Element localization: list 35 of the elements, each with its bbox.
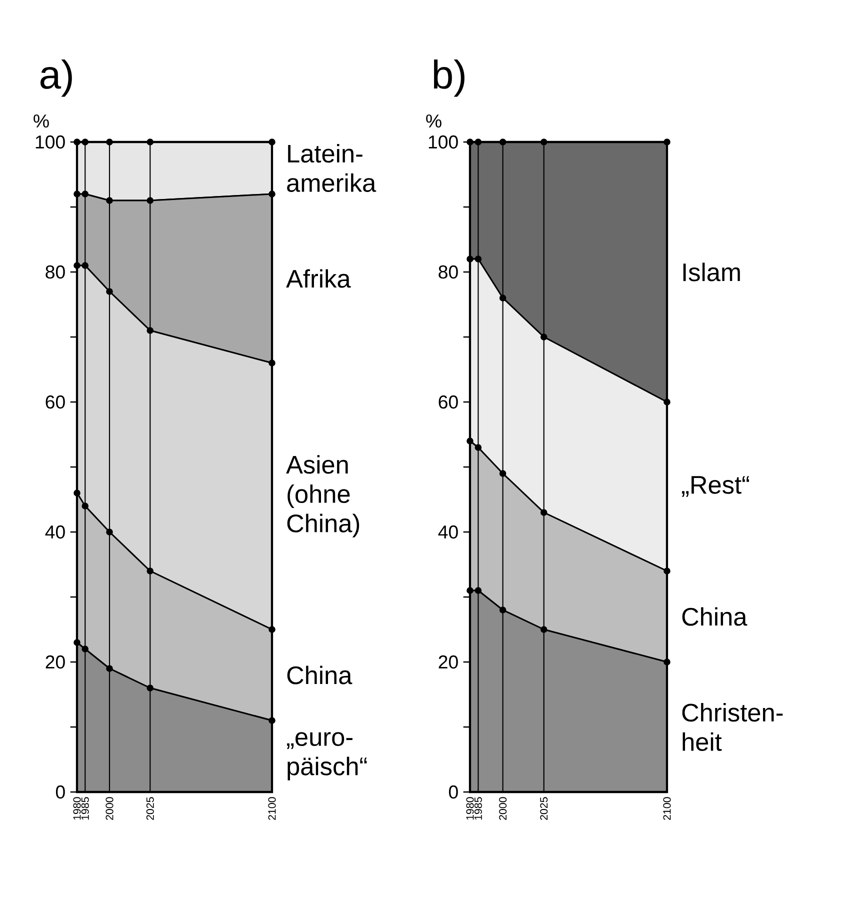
- y-tick-label: 80: [438, 265, 458, 279]
- y-tick-label: 20: [46, 655, 65, 669]
- x-tick-label: 2100: [268, 797, 276, 820]
- series-label: China: [682, 607, 748, 626]
- y-tick-label: 20: [438, 655, 458, 669]
- x-tick-label: 2000: [106, 797, 114, 820]
- series-label: Islam: [683, 262, 740, 282]
- series-label: Afrika: [286, 269, 351, 288]
- y-tick-label: 0: [448, 785, 458, 799]
- series-label: China: [287, 666, 352, 684]
- chart-title: a): [40, 60, 72, 97]
- y-axis-title: %: [426, 114, 442, 128]
- chart-title: b): [434, 60, 464, 97]
- series-label: „Rest“: [682, 476, 750, 497]
- y-tick-label: 100: [36, 135, 65, 149]
- x-tick-label: 1985: [81, 797, 89, 820]
- x-tick-label: 2100: [663, 797, 671, 820]
- series-label: Latein-amerika: [287, 144, 376, 192]
- y-tick-label: 60: [46, 395, 65, 409]
- x-tick-label: 1980: [466, 797, 474, 820]
- y-axis-title: %: [34, 114, 49, 128]
- y-tick-label: 100: [428, 135, 458, 149]
- series-label: Christen-heit: [682, 703, 783, 751]
- x-tick-label: 1985: [474, 797, 482, 820]
- y-tick-label: 40: [45, 525, 65, 539]
- x-tick-label: 2000: [499, 797, 507, 820]
- y-tick-label: 60: [438, 395, 458, 409]
- x-tick-label: 1980: [73, 797, 81, 820]
- y-tick-label: 40: [438, 525, 458, 539]
- x-tick-label: 2025: [146, 797, 154, 820]
- y-tick-label: 80: [46, 265, 65, 279]
- y-tick-label: 0: [56, 785, 65, 799]
- series-label: „euro-päisch“: [286, 732, 367, 780]
- series-label: Asien (ohne China): [286, 455, 360, 538]
- x-tick-label: 2025: [540, 797, 548, 820]
